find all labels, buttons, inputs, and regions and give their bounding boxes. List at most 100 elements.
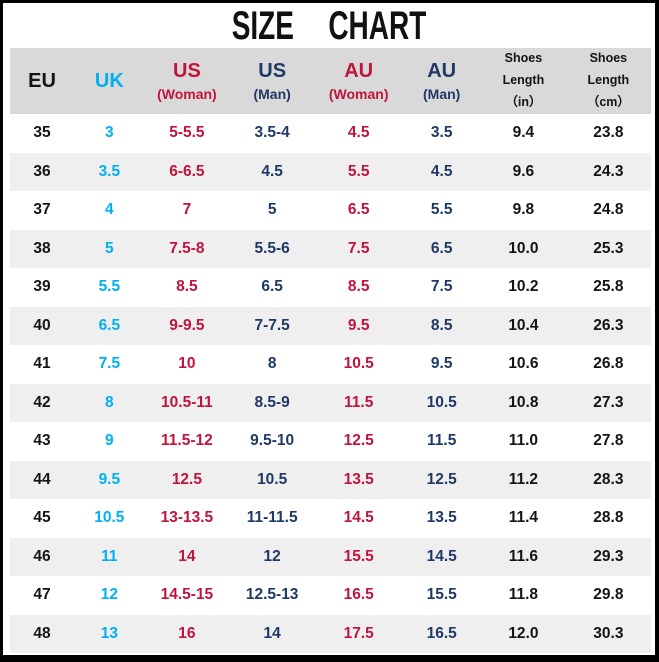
cell-us-man: 8.5-9 — [229, 383, 316, 422]
cell-us-woman: 14 — [144, 537, 230, 576]
cell-au-man: 16.5 — [402, 614, 482, 653]
chart-title-bar: SIZE CHART — [3, 3, 655, 48]
cell-au-man: 13.5 — [426, 509, 457, 527]
table-row: 37 4 7 5 6.5 5.5 9.8 24.8 — [10, 191, 651, 230]
col-header-line: US — [173, 60, 201, 83]
cell-us-man: 14 — [229, 614, 316, 653]
cell-length-in: 9.8 — [512, 201, 535, 219]
cell-us-man: 3.5-4 — [254, 124, 290, 142]
cell-au-woman: 9.5 — [315, 306, 403, 345]
cell-au-woman: 17.5 — [315, 614, 403, 653]
cell-uk: 12 — [100, 586, 118, 604]
col-header-line: （in） — [505, 94, 542, 109]
cell-au-woman: 14.5 — [343, 509, 374, 527]
cell-eu: 48 — [10, 614, 75, 653]
cell-eu: 35 — [33, 124, 51, 142]
cell-uk: 8 — [74, 383, 145, 422]
cell-eu: 41 — [33, 355, 51, 373]
cell-eu: 37 — [33, 201, 51, 219]
cell-us-man: 9.5-10 — [250, 432, 295, 450]
cell-au-man: 4.5 — [402, 152, 482, 191]
cell-uk: 10.5 — [94, 509, 125, 527]
cell-us-woman: 7.5-8 — [144, 229, 230, 268]
table-row: 46 11 14 12 15.5 14.5 11.6 29.3 — [10, 537, 651, 576]
cell-us-man: 4.5 — [229, 152, 316, 191]
size-chart-table: EU UK US (Woman) US (Man) AU (Woman) AU (Man) Shoe… — [10, 48, 651, 653]
cell-us-man: 10.5 — [229, 460, 316, 499]
cell-length-in: 12.0 — [481, 614, 566, 653]
cell-uk: 6.5 — [74, 306, 145, 345]
cell-length-in: 10.0 — [481, 229, 566, 268]
table-row: 41 7.5 10 8 10.5 9.5 10.6 26.8 — [10, 345, 651, 384]
col-header-line: US — [258, 60, 287, 83]
col-header-au-man: AU (Man) — [402, 48, 482, 114]
col-header-line: Shoes — [504, 51, 543, 66]
cell-length-cm: 25.3 — [565, 229, 651, 268]
cell-us-woman: 11.5-12 — [161, 432, 213, 450]
cell-uk: 3 — [105, 124, 114, 142]
cell-eu: 42 — [10, 383, 75, 422]
table-row: 38 5 7.5-8 5.5-6 7.5 6.5 10.0 25.3 — [10, 229, 651, 268]
cell-us-man: 5.5-6 — [229, 229, 316, 268]
cell-length-cm: 28.3 — [565, 460, 651, 499]
cell-length-cm: 24.3 — [565, 152, 651, 191]
cell-uk: 9 — [105, 432, 114, 450]
col-header-line: AU — [344, 60, 374, 83]
col-header-line: (Man) — [423, 86, 461, 103]
table-row: 36 3.5 6-6.5 4.5 5.5 4.5 9.6 24.3 — [10, 152, 651, 191]
cell-eu: 40 — [10, 306, 75, 345]
cell-au-man: 3.5 — [430, 124, 453, 142]
cell-au-woman: 12.5 — [343, 432, 374, 450]
chart-title: SIZE CHART — [231, 3, 427, 48]
cell-au-woman: 13.5 — [315, 460, 403, 499]
cell-length-cm: 27.3 — [565, 383, 651, 422]
cell-length-in: 10.4 — [481, 306, 566, 345]
cell-au-woman: 5.5 — [315, 152, 403, 191]
cell-uk: 9.5 — [74, 460, 145, 499]
cell-us-woman: 10.5-11 — [144, 383, 230, 422]
cell-length-in: 10.8 — [481, 383, 566, 422]
cell-us-woman: 6-6.5 — [144, 152, 230, 191]
table-row: 42 8 10.5-11 8.5-9 11.5 10.5 10.8 27.3 — [10, 383, 651, 422]
col-header-line: Length — [502, 73, 545, 88]
cell-length-in: 11.6 — [481, 537, 566, 576]
cell-au-woman: 15.5 — [315, 537, 403, 576]
cell-us-man: 6.5 — [261, 278, 283, 296]
col-header-line: Length — [587, 73, 630, 88]
cell-uk: 5.5 — [98, 278, 121, 296]
cell-length-cm: 25.8 — [593, 278, 624, 296]
cell-us-man: 12.5-13 — [245, 586, 299, 604]
cell-eu: 46 — [10, 537, 75, 576]
cell-length-cm: 30.3 — [565, 614, 651, 653]
cell-length-cm: 28.8 — [593, 509, 624, 527]
cell-us-man: 8 — [267, 355, 277, 373]
col-header-length-in: Shoes Length （in） — [481, 48, 566, 114]
cell-length-in: 11.4 — [508, 509, 539, 527]
cell-length-cm: 24.8 — [593, 201, 624, 219]
col-header-line: (Man) — [253, 86, 291, 103]
cell-length-cm: 23.8 — [593, 124, 624, 142]
col-header-line: (Woman) — [157, 86, 217, 103]
cell-au-man: 11.5 — [427, 432, 457, 450]
cell-us-man: 11-11.5 — [246, 509, 298, 527]
cell-length-cm: 26.3 — [565, 306, 651, 345]
cell-au-man: 10.5 — [402, 383, 482, 422]
cell-us-woman: 16 — [144, 614, 230, 653]
cell-au-woman: 11.5 — [315, 383, 403, 422]
cell-uk: 7.5 — [98, 355, 121, 373]
table-header: EU UK US (Woman) US (Man) AU (Woman) AU (Man) Shoe… — [10, 48, 651, 114]
cell-us-woman: 14.5-15 — [160, 586, 214, 604]
cell-eu: 47 — [33, 586, 51, 604]
cell-uk: 3.5 — [74, 152, 145, 191]
cell-au-man: 15.5 — [426, 586, 457, 604]
table-row: 48 13 16 14 17.5 16.5 12.0 30.3 — [10, 614, 651, 653]
cell-length-in: 11.0 — [508, 432, 539, 450]
col-header-line: (Woman) — [328, 86, 389, 103]
col-header-line: （cm） — [586, 94, 630, 109]
cell-us-man: 7-7.5 — [229, 306, 316, 345]
table-header-row: EU UK US (Woman) US (Man) AU (Woman) AU (Man) Shoe… — [10, 48, 651, 114]
cell-eu: 36 — [10, 152, 75, 191]
cell-us-woman: 8.5 — [176, 278, 198, 296]
col-header-au-woman: AU (Woman) — [315, 48, 403, 114]
cell-au-man: 12.5 — [402, 460, 482, 499]
